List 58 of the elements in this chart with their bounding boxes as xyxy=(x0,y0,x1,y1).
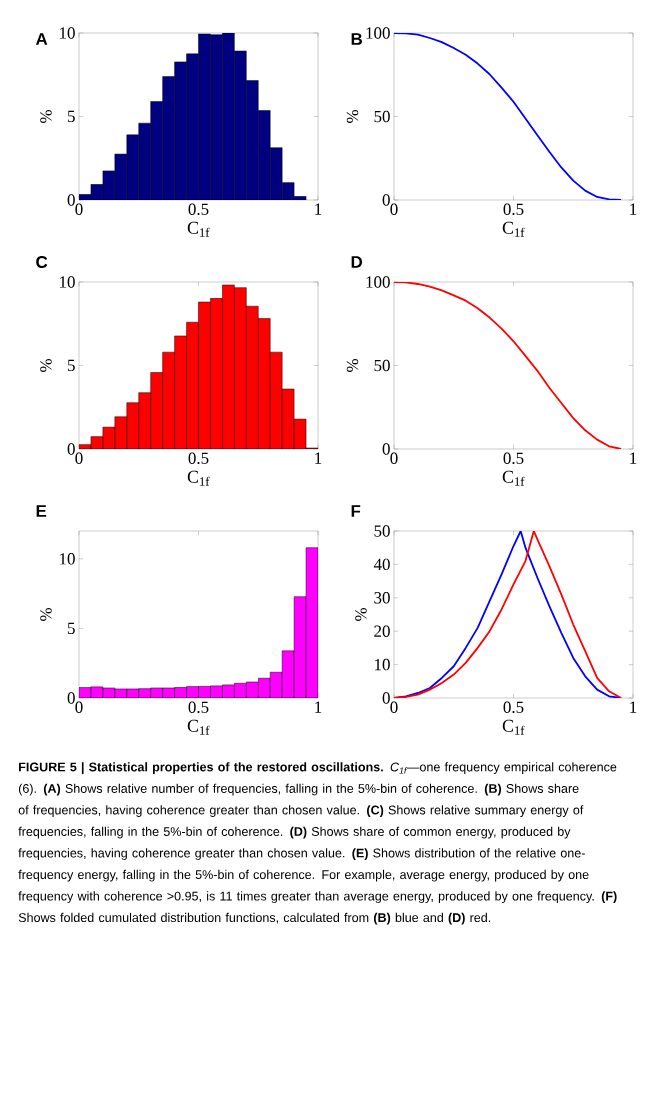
text: FIGURE 5 | Statistical properties of the restored oscillations. C$_{1f}$—one frequency empirical coherence (6). (A) Shows relative number of frequencies, falling in the 5%-bin of coherence. (B) Shows share of frequencies, having coherence greater than chosen value. (C) Shows relative summary energy of frequencies, falling in the 5%-bin of coherence. (D) Shows share of common energy, produced by frequencies, having coherence greater than chosen value. (E) Shows distribution of the relative one-frequency energy, falling in the 5%-bin of coherence. For example, average energy, produced by one frequency with coherence >0.95, is 11 times greater than average energy, produced by one frequency. (F) Shows folded cumulated distribution functions, calculated from (B) blue and (D) red. xyxy=(18,762,617,925)
y-tick-label: 10 xyxy=(60,553,75,565)
y-tick-label: 5 xyxy=(68,622,75,635)
y-axis-title: % xyxy=(40,110,52,123)
line-series xyxy=(394,32,622,200)
chart-title: D xyxy=(351,256,363,268)
y-tick-label: 40 xyxy=(373,558,390,571)
y-tick-label: 0 xyxy=(67,194,75,206)
y-tick-label: 0 xyxy=(382,194,390,206)
y-tick-label: 0 xyxy=(382,692,390,704)
x-tick-label: 0 xyxy=(390,203,398,215)
x-tick-label: 1 xyxy=(630,452,637,464)
y-tick-label: 100 xyxy=(366,276,390,288)
line-series xyxy=(394,530,622,698)
y-tick-label: 20 xyxy=(374,625,390,637)
y-tick-label: 50 xyxy=(374,110,390,123)
y-tick-label: 0 xyxy=(382,443,390,455)
chart-title: C xyxy=(36,256,48,268)
x-axis-title: C$_{1f}$ xyxy=(502,470,525,486)
y-tick-label: 30 xyxy=(374,592,390,604)
y-tick-label: 5 xyxy=(68,110,75,123)
x-axis-title: C$_{1f}$ xyxy=(502,221,525,237)
y-axis-title: % xyxy=(40,359,52,372)
x-axis-title: C$_{1f}$ xyxy=(187,719,210,735)
y-tick-label: 0 xyxy=(67,692,75,704)
x-tick-label: 0.5 xyxy=(503,203,524,215)
x-tick-label: 1 xyxy=(630,701,637,713)
x-tick-label: 0 xyxy=(390,452,398,464)
x-tick-label: 0.5 xyxy=(188,701,209,714)
y-tick-label: 10 xyxy=(60,27,75,39)
y-tick-label: 0 xyxy=(67,443,75,455)
chart-title: B xyxy=(351,33,362,45)
y-axis-title: % xyxy=(346,110,359,123)
y-axis-title: % xyxy=(355,608,367,621)
x-axis-title: C$_{1f}$ xyxy=(187,470,210,486)
chart-title: A xyxy=(35,33,48,45)
chart-title: E xyxy=(36,505,47,517)
y-tick-label: 50 xyxy=(374,525,390,537)
x-tick-label: 1 xyxy=(315,452,322,464)
y-tick-label: 5 xyxy=(68,359,75,372)
x-tick-label: 1 xyxy=(315,701,322,713)
x-tick-label: 1 xyxy=(630,203,637,215)
y-tick-label: 100 xyxy=(366,27,390,39)
y-axis-title: % xyxy=(346,359,359,372)
line-series xyxy=(394,281,622,449)
x-tick-label: 0.5 xyxy=(188,452,209,465)
y-tick-label: 50 xyxy=(374,359,390,372)
x-tick-label: 1 xyxy=(315,203,322,215)
chart-title: F xyxy=(351,505,361,517)
y-tick-label: 10 xyxy=(375,658,390,671)
y-tick-label: 10 xyxy=(60,276,75,288)
x-tick-label: 0 xyxy=(390,701,398,713)
y-axis-title: % xyxy=(40,608,52,621)
x-tick-label: 0.5 xyxy=(188,203,209,215)
x-tick-label: 0.5 xyxy=(503,452,524,465)
x-axis-title: C$_{1f}$ xyxy=(187,221,210,237)
x-axis-title: C$_{1f}$ xyxy=(502,719,525,735)
x-tick-label: 0.5 xyxy=(503,701,524,714)
